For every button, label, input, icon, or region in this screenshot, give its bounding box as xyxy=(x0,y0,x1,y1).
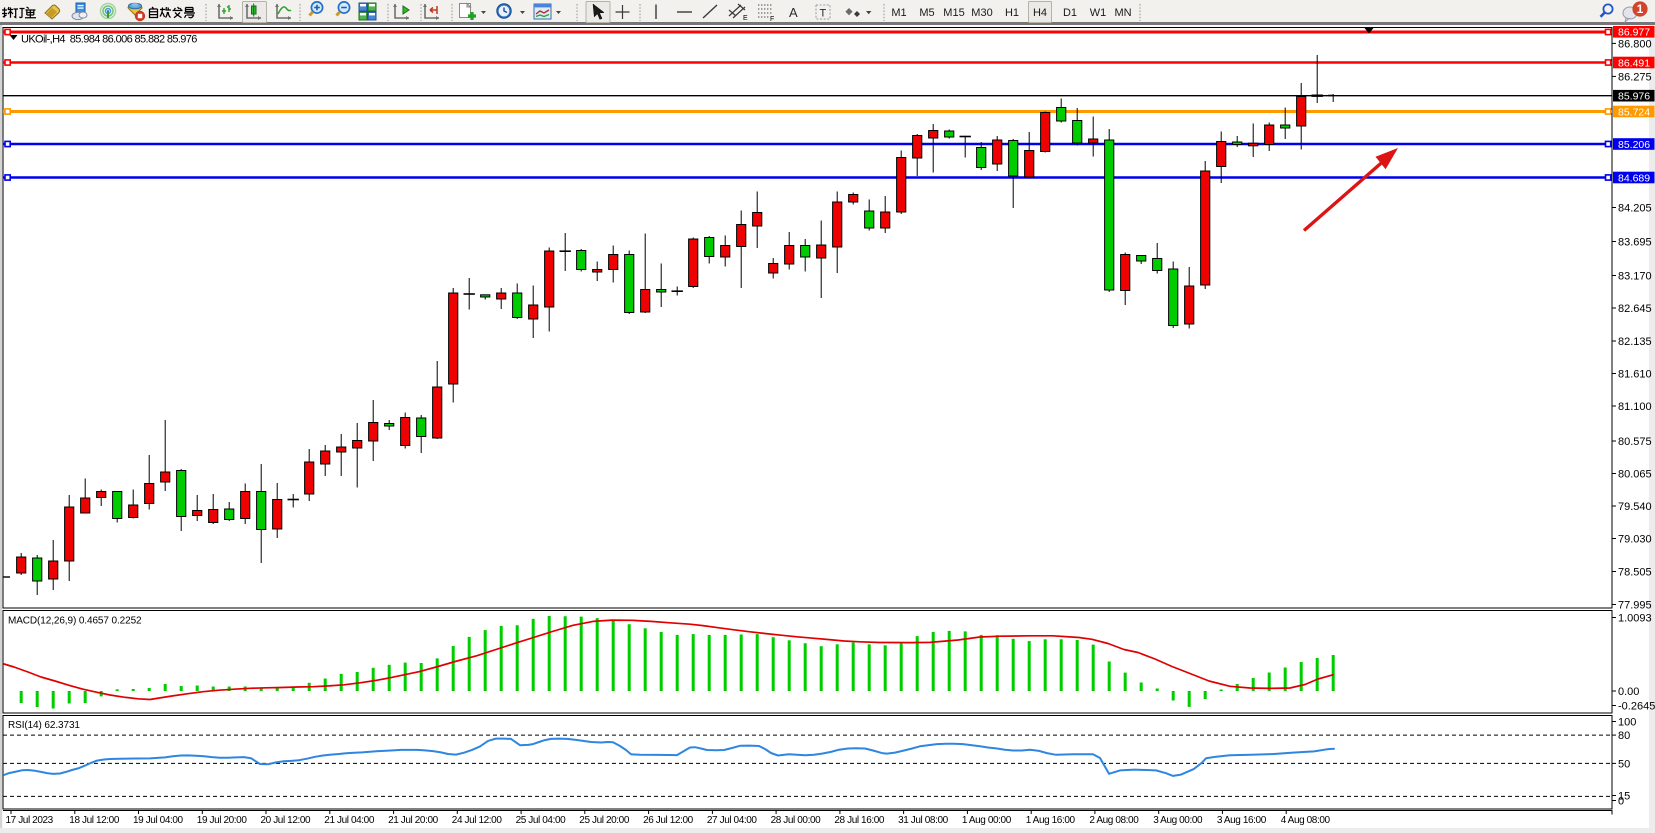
svg-text:86.800: 86.800 xyxy=(1618,38,1652,50)
svg-text:3 Aug 00:00: 3 Aug 00:00 xyxy=(1153,815,1203,826)
svg-text:E: E xyxy=(743,15,748,22)
svg-text:82.645: 82.645 xyxy=(1618,303,1652,315)
svg-text:1 Aug 00:00: 1 Aug 00:00 xyxy=(962,815,1012,826)
svg-text:79.540: 79.540 xyxy=(1618,501,1652,513)
svg-text:0.00: 0.00 xyxy=(1618,686,1639,698)
svg-text:27 Jul 04:00: 27 Jul 04:00 xyxy=(707,815,758,826)
svg-text:-0.2645: -0.2645 xyxy=(1618,701,1655,713)
svg-text:RSI(14) 62.3731: RSI(14) 62.3731 xyxy=(8,720,80,731)
svg-text:31 Jul 08:00: 31 Jul 08:00 xyxy=(898,815,949,826)
svg-text:50: 50 xyxy=(1618,758,1630,770)
svg-text:83.170: 83.170 xyxy=(1618,271,1652,283)
svg-text:17 Jul 2023: 17 Jul 2023 xyxy=(6,815,54,826)
svg-text:86.977: 86.977 xyxy=(1618,27,1650,39)
svg-text:1.0093: 1.0093 xyxy=(1618,613,1652,625)
svg-text:84.689: 84.689 xyxy=(1618,172,1650,184)
svg-text:H4: H4 xyxy=(1033,7,1047,19)
svg-text:MN: MN xyxy=(1114,7,1131,19)
svg-text:81.610: 81.610 xyxy=(1618,369,1652,381)
svg-text:21 Jul 20:00: 21 Jul 20:00 xyxy=(388,815,439,826)
svg-text:19 Jul 04:00: 19 Jul 04:00 xyxy=(133,815,184,826)
svg-text:2 Aug 08:00: 2 Aug 08:00 xyxy=(1089,815,1139,826)
svg-text:80: 80 xyxy=(1618,730,1630,742)
svg-text:1 Aug 16:00: 1 Aug 16:00 xyxy=(1026,815,1076,826)
svg-text:3 Aug 16:00: 3 Aug 16:00 xyxy=(1217,815,1267,826)
svg-text:F: F xyxy=(770,16,774,23)
svg-text:84.205: 84.205 xyxy=(1618,203,1652,215)
svg-text:T: T xyxy=(820,8,827,20)
svg-text:21 Jul 04:00: 21 Jul 04:00 xyxy=(324,815,375,826)
svg-text:19 Jul 20:00: 19 Jul 20:00 xyxy=(197,815,248,826)
svg-text:25 Jul 20:00: 25 Jul 20:00 xyxy=(579,815,630,826)
svg-text:83.695: 83.695 xyxy=(1618,237,1652,249)
svg-text:86.275: 86.275 xyxy=(1618,71,1652,83)
svg-text:UKOil-,H4 85.984 86.006 85.88: UKOil-,H4 85.984 86.006 85.882 85.976 xyxy=(21,34,197,46)
svg-text:A: A xyxy=(789,5,798,20)
svg-text:86.491: 86.491 xyxy=(1618,57,1650,69)
svg-text:85.724: 85.724 xyxy=(1618,106,1650,118)
svg-text:M30: M30 xyxy=(971,7,992,19)
svg-text:82.135: 82.135 xyxy=(1618,336,1652,348)
svg-text:28 Jul 00:00: 28 Jul 00:00 xyxy=(771,815,822,826)
svg-text:M15: M15 xyxy=(943,7,964,19)
svg-text:80.575: 80.575 xyxy=(1618,436,1652,448)
svg-text:20 Jul 12:00: 20 Jul 12:00 xyxy=(261,815,312,826)
svg-text:28 Jul 16:00: 28 Jul 16:00 xyxy=(834,815,885,826)
svg-text:0: 0 xyxy=(1618,796,1624,808)
svg-text:100: 100 xyxy=(1618,717,1636,729)
svg-text:M1: M1 xyxy=(891,7,906,19)
svg-text:79.030: 79.030 xyxy=(1618,534,1652,546)
svg-text:78.505: 78.505 xyxy=(1618,567,1652,579)
svg-text:18 Jul 12:00: 18 Jul 12:00 xyxy=(69,815,120,826)
svg-text:25 Jul 04:00: 25 Jul 04:00 xyxy=(516,815,567,826)
svg-text:26 Jul 12:00: 26 Jul 12:00 xyxy=(643,815,694,826)
svg-text:H1: H1 xyxy=(1005,7,1019,19)
svg-text:77.995: 77.995 xyxy=(1618,600,1652,612)
svg-text:D1: D1 xyxy=(1063,7,1077,19)
svg-text:85.976: 85.976 xyxy=(1618,91,1650,103)
svg-text:MACD(12,26,9) 0.4657 0.2252: MACD(12,26,9) 0.4657 0.2252 xyxy=(8,616,142,627)
svg-text:W1: W1 xyxy=(1090,7,1107,19)
svg-text:M5: M5 xyxy=(919,7,934,19)
svg-text:80.065: 80.065 xyxy=(1618,469,1652,481)
svg-text:4 Aug 08:00: 4 Aug 08:00 xyxy=(1281,815,1331,826)
svg-text:85.206: 85.206 xyxy=(1618,139,1650,151)
svg-text:1: 1 xyxy=(1637,2,1644,16)
svg-text:15: 15 xyxy=(1618,791,1630,803)
svg-text:81.100: 81.100 xyxy=(1618,401,1652,413)
svg-text:24 Jul 12:00: 24 Jul 12:00 xyxy=(452,815,503,826)
